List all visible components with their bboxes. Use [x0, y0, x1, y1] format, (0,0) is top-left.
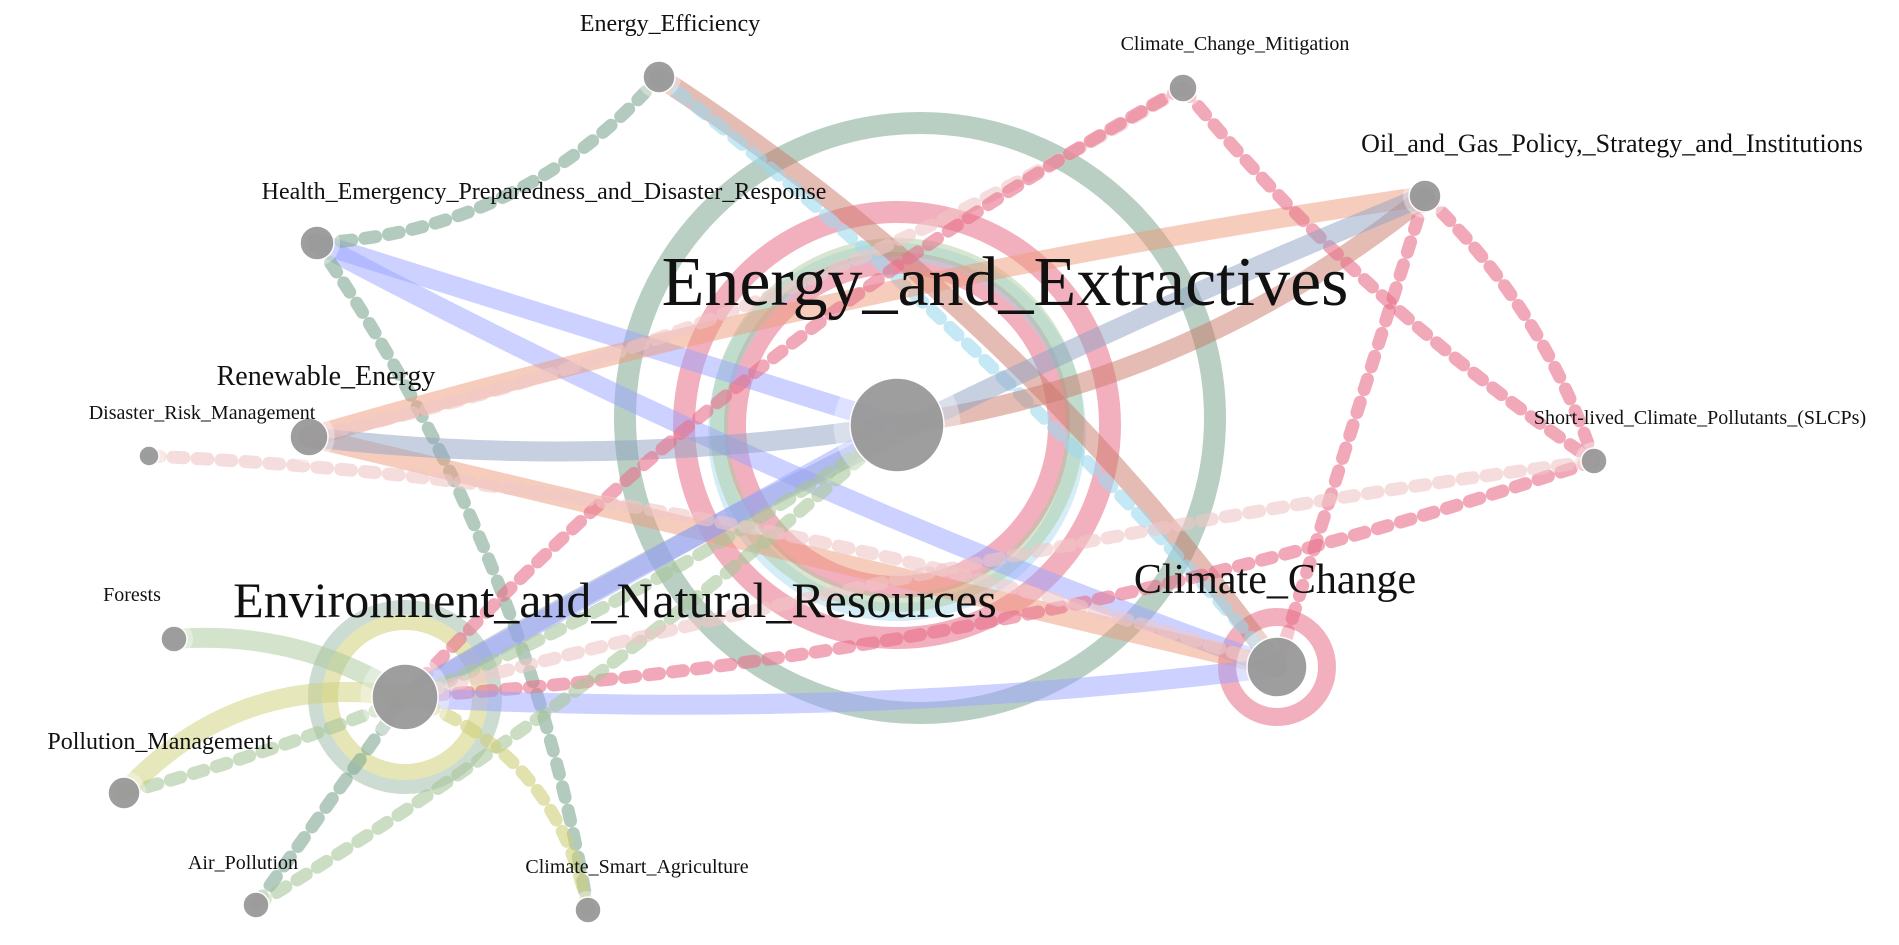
edge-layer [114, 67, 1601, 917]
edge-csa-environment [398, 690, 595, 917]
node-forests[interactable] [160, 625, 188, 653]
label-climate_change: Climate_Change [1134, 557, 1416, 603]
node-oil_gas[interactable] [1408, 179, 1442, 213]
label-energy_extractives: Energy_and_Extractives [662, 244, 1349, 321]
edge-environment-slcp [398, 454, 1601, 704]
node-energy_efficiency[interactable] [642, 60, 676, 94]
node-pollution[interactable] [107, 776, 141, 810]
node-cc_mitigation[interactable] [1168, 73, 1198, 103]
node-environment[interactable] [371, 663, 439, 731]
edge-disaster_risk-climate_change [142, 449, 1284, 674]
label-pollution: Pollution_Management [47, 729, 273, 755]
label-layer: Energy_and_Extractives Environment_and_Na… [47, 11, 1866, 878]
label-slcp: Short-lived_Climate_Pollutants_(SLCPs) [1534, 407, 1866, 429]
label-disaster_risk: Disaster_Risk_Management [89, 402, 316, 424]
edge-air_pollution-energy_extractives [249, 418, 904, 912]
edge-pollution-environment [114, 681, 415, 803]
edge-oil_gas-energy_extractives [887, 186, 1435, 435]
edge-pollution-energy_extractives [117, 418, 904, 800]
edge-health_emergency-csa [310, 236, 595, 917]
edge-oil_gas-climate_change [1270, 189, 1432, 674]
edge-renewable-energy_extractives [299, 415, 907, 462]
edge-cc_mitigation-slcp [1176, 81, 1601, 468]
edge-health_emergency-energy_extractives [307, 233, 907, 435]
label-energy_efficiency: Energy_Efficiency [580, 11, 760, 37]
node-air_pollution[interactable] [242, 891, 270, 919]
label-air_pollution: Air_Pollution [188, 852, 298, 874]
label-health_emergency: Health_Emergency_Preparedness_and_Disast… [262, 179, 827, 205]
label-oil_gas: Oil_and_Gas_Policy,_Strategy_and_Institu… [1361, 129, 1863, 158]
node-health_emergency[interactable] [299, 225, 335, 261]
edge-oil_gas-slcp [1418, 189, 1601, 468]
edge-health_emergency-energy_efficiency [310, 70, 666, 250]
node-slcp[interactable] [1580, 447, 1608, 475]
edge-health_emergency-climate_change [307, 233, 1287, 677]
node-csa[interactable] [574, 896, 602, 924]
edge-renewable-climate_change [299, 427, 1287, 677]
energy-extractives-sage-loop [614, 112, 1226, 724]
node-layer [102, 55, 1613, 929]
node-energy_extractives[interactable] [849, 377, 945, 473]
edge-environment-energy_extractives [395, 415, 907, 707]
edge-energy_efficiency-climate_change [649, 67, 1287, 677]
label-forests: Forests [103, 584, 161, 606]
label-renewable: Renewable_Energy [217, 361, 436, 392]
label-environment: Environment_and_Natural_Resources [233, 572, 997, 628]
label-csa: Climate_Smart_Agriculture [525, 856, 748, 878]
label-cc_mitigation: Climate_Change_Mitigation [1121, 33, 1350, 55]
node-renewable[interactable] [289, 417, 329, 457]
edge-cc_mitigation-environment [398, 81, 1190, 704]
node-climate_change[interactable] [1246, 636, 1308, 698]
node-disaster_risk[interactable] [138, 445, 160, 467]
edge-environment-climate_change [395, 657, 1287, 715]
